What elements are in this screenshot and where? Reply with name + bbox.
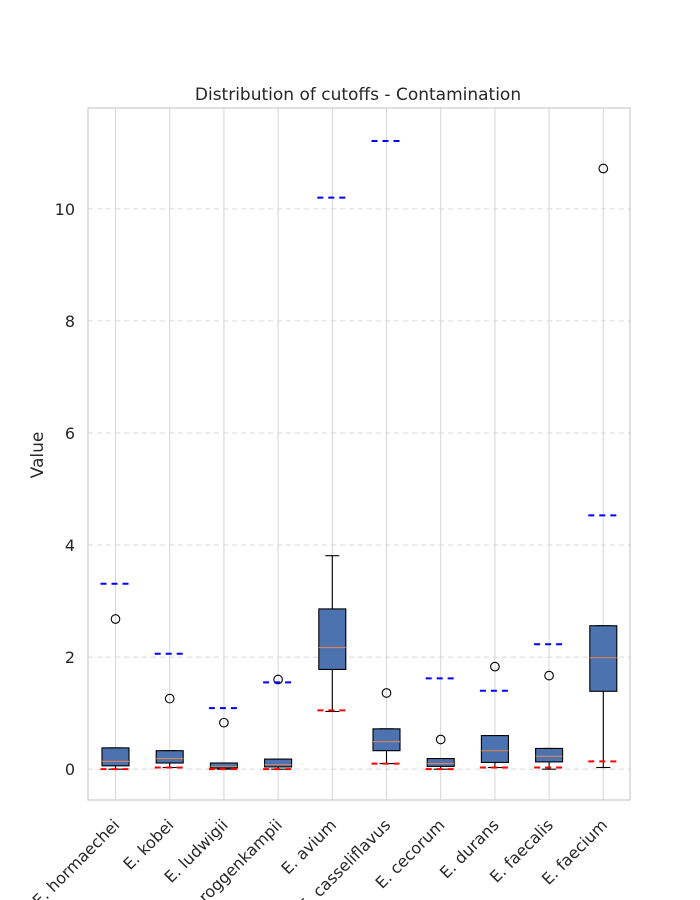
y-tick-label: 10 bbox=[55, 200, 75, 219]
outlier-point bbox=[381, 688, 392, 698]
chart-title: Distribution of cutoffs - Contamination bbox=[195, 85, 521, 105]
box-2 bbox=[155, 693, 184, 769]
box-1 bbox=[101, 614, 130, 770]
y-tick-label: 8 bbox=[65, 312, 75, 331]
box-iqr bbox=[155, 750, 184, 764]
box-5 bbox=[318, 555, 347, 713]
outlier-point bbox=[490, 661, 500, 672]
box-iqr bbox=[480, 735, 509, 764]
box-iqr bbox=[264, 758, 293, 768]
y-tick-label: 6 bbox=[65, 424, 75, 443]
box-iqr bbox=[318, 608, 347, 670]
grid-lines bbox=[88, 108, 630, 800]
outlier-point bbox=[435, 734, 446, 745]
box-6 bbox=[372, 688, 401, 765]
box-7 bbox=[426, 734, 455, 770]
x-tick-label: E. hormaechei bbox=[29, 815, 124, 900]
y-tick-label: 0 bbox=[65, 760, 75, 779]
box-9 bbox=[535, 670, 564, 770]
box-10 bbox=[589, 163, 618, 769]
outlier-point bbox=[164, 693, 175, 704]
plot-frame bbox=[87, 107, 631, 801]
cutoff-markers bbox=[100, 140, 619, 771]
y-axis-label: Value bbox=[28, 432, 48, 479]
box-iqr bbox=[372, 728, 401, 752]
box-iqr bbox=[101, 747, 130, 767]
box-iqr bbox=[426, 757, 455, 767]
box-4 bbox=[264, 674, 293, 770]
outlier-point bbox=[544, 670, 554, 681]
y-tick-label: 4 bbox=[65, 536, 75, 555]
y-tick-labels: 0 2 4 6 8 10 bbox=[55, 200, 75, 779]
box-iqr bbox=[209, 762, 238, 769]
box-iqr bbox=[589, 625, 618, 692]
outlier-point bbox=[598, 163, 609, 174]
outlier-point bbox=[273, 674, 283, 685]
y-tick-label: 2 bbox=[65, 648, 75, 667]
outlier-point bbox=[110, 614, 121, 624]
box-3 bbox=[209, 717, 238, 770]
box-series bbox=[101, 163, 618, 770]
box-iqr bbox=[535, 747, 564, 763]
outlier-point bbox=[219, 717, 229, 728]
box-8 bbox=[480, 661, 509, 769]
